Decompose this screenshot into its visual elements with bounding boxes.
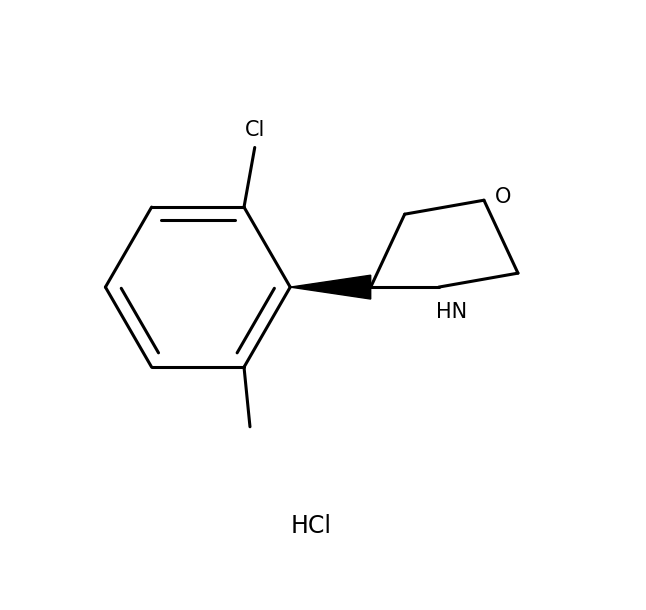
Text: HCl: HCl (291, 514, 331, 537)
Text: Cl: Cl (245, 120, 265, 140)
Text: HN: HN (436, 302, 467, 322)
Text: O: O (495, 187, 511, 207)
Polygon shape (290, 275, 371, 299)
